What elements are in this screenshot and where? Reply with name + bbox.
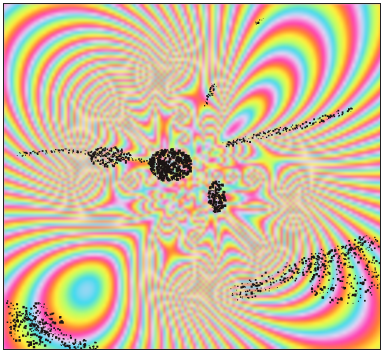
interferogram-image (4, 4, 380, 349)
interferogram-frame (3, 3, 381, 350)
